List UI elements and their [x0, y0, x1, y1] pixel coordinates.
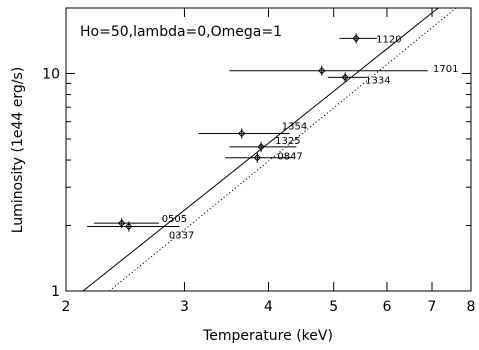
- plot-frame: [65, 7, 472, 292]
- diamond-marker: [318, 66, 326, 75]
- data-point: 1120: [339, 33, 402, 45]
- diamond-marker: [253, 154, 262, 162]
- x-tick-label: 6: [382, 299, 391, 315]
- point-label: 0847: [277, 152, 302, 163]
- x-tick-label: 2: [62, 299, 71, 315]
- fit-line-dotted: [109, 8, 457, 291]
- data-point: 0847: [225, 152, 303, 163]
- data-point: 0337: [87, 221, 194, 241]
- data-point: 1334: [327, 72, 391, 86]
- data-point: 1701: [229, 64, 458, 76]
- point-label: 0337: [169, 230, 194, 241]
- point-label: 1325: [275, 136, 300, 147]
- point-label: 1334: [365, 75, 390, 86]
- y-axis-title: Luminosity (1e44 erg/s): [10, 67, 26, 234]
- fit-lines: [82, 8, 457, 291]
- axis-ticks: 2 3 4 5 6 7 8 1 10: [42, 7, 476, 315]
- diamond-marker: [238, 129, 246, 138]
- x-axis-title: Temperature (keV): [202, 328, 333, 344]
- data-point: 1354: [198, 121, 307, 139]
- data-point: 1325: [229, 136, 301, 152]
- x-tick-label: 5: [329, 299, 338, 315]
- diamond-marker: [341, 73, 349, 82]
- x-tick-label: 8: [467, 299, 476, 315]
- point-label: 1354: [282, 121, 307, 132]
- x-tick-label: 4: [264, 299, 273, 315]
- point-label: 1120: [376, 34, 401, 45]
- fit-annotation: Ho=50,lambda=0,Omega=1: [80, 24, 282, 40]
- diamond-marker: [352, 34, 360, 43]
- y-tick-label: 10: [42, 66, 60, 82]
- y-tick-label: 1: [51, 284, 60, 300]
- x-tick-label: 7: [428, 299, 437, 315]
- point-label: 1701: [433, 64, 458, 75]
- data-points: 1120 1701 1334 1354 1325 0847 0505 0337: [87, 33, 458, 241]
- diamond-marker: [257, 143, 265, 151]
- point-label: 0505: [162, 214, 187, 225]
- diamond-marker: [125, 222, 133, 231]
- x-tick-label: 3: [180, 299, 189, 315]
